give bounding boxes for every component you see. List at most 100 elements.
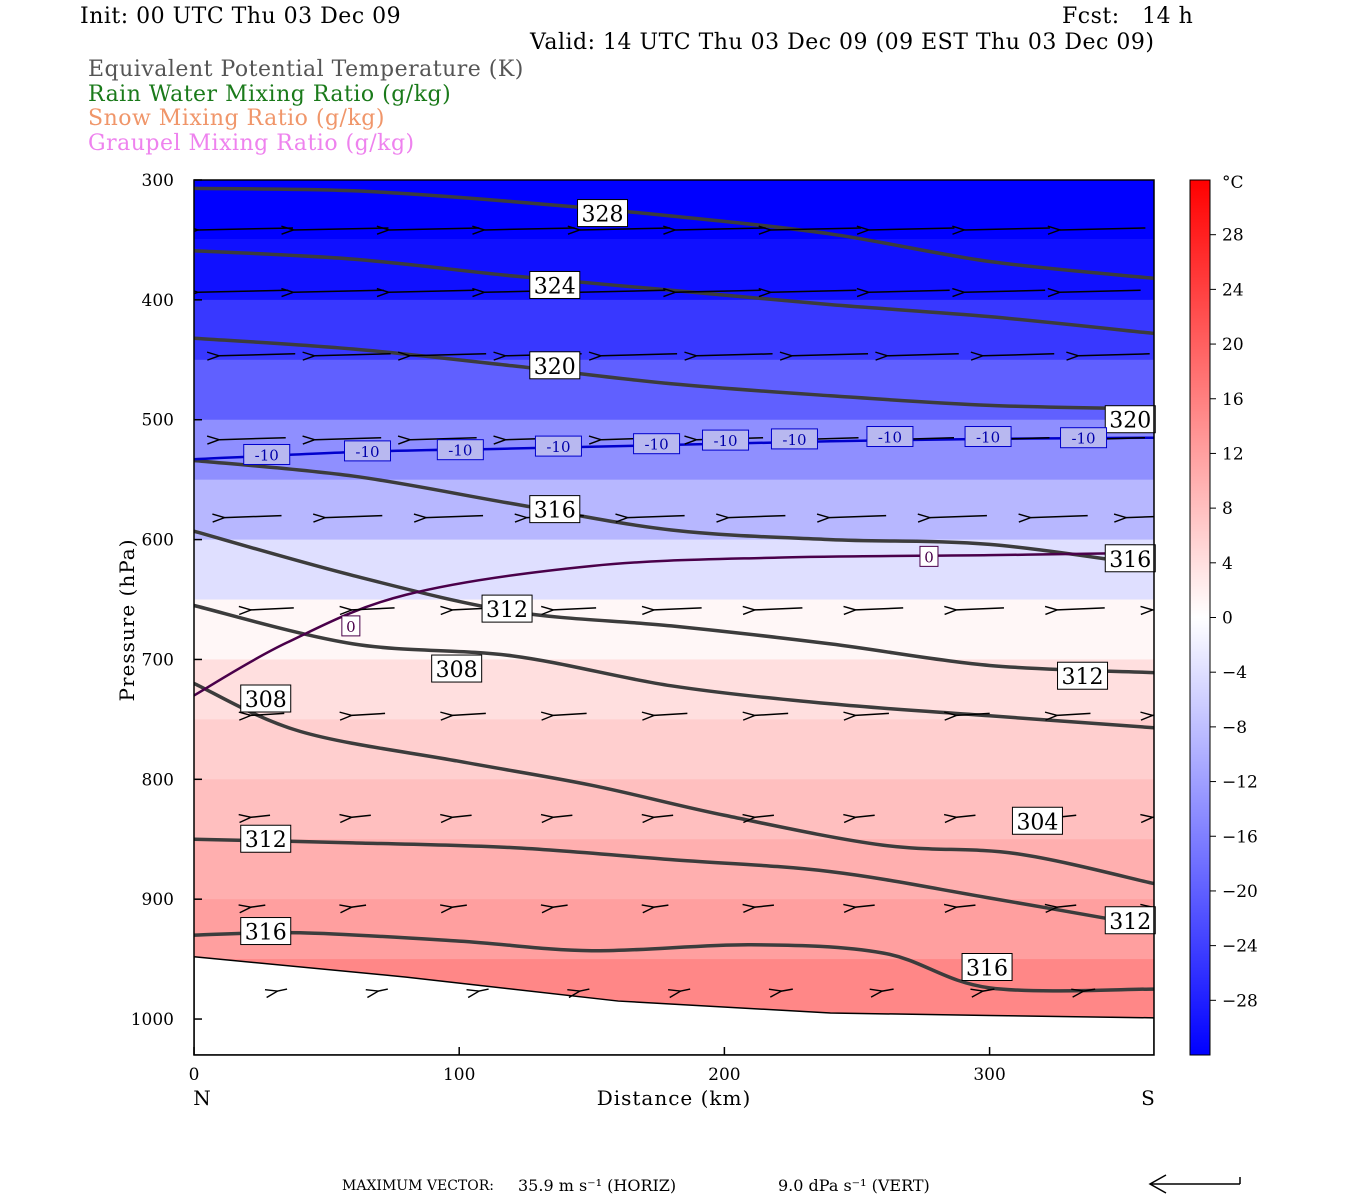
isotherm-label-box [1060,427,1108,449]
wind-vector [755,713,789,715]
axes: 300 400 500 600 700 800 900 1000 0 100 200 300 N S [131,171,1155,1110]
isotherm-label: -10 [878,429,902,447]
wind-vector [1084,988,1096,991]
theta-e-label-box [961,953,1013,981]
temperature-band [194,659,1154,722]
theta-e-contours [194,186,1154,993]
wind-vector [580,290,666,292]
wind-vector [580,228,671,230]
wind-vector [654,713,688,715]
temperature-band [194,719,1154,782]
wind-vector [198,290,289,292]
theta-e-label: 328 [582,203,624,228]
theta-e-label-box [1104,906,1156,935]
theta-e-contour-316 [194,458,1154,568]
reference-vector-icon [1148,1174,1241,1194]
wind-vector [1126,516,1154,518]
wind-vector [225,516,282,518]
wind-vector [856,905,875,907]
wind-vector [453,815,472,817]
temperature-band [194,299,1154,362]
wind-vector [278,988,288,991]
y-tick-label: 700 [142,650,174,670]
max-vector-label: MAXIMUM VECTOR: [342,1178,494,1194]
colorbar-tick-label: 16 [1222,390,1244,410]
colorbar-unit: °C [1222,173,1244,193]
theta-e-label-box [240,917,292,946]
wind-vector [251,608,294,610]
wind-vector [728,516,786,518]
wind-vector [315,438,382,440]
isotherm-label: -10 [782,431,806,449]
terrain-mask [194,955,1154,1055]
isotherm-label: -10 [713,432,737,450]
y-tick-label: 800 [142,770,174,790]
isotherm-label-box [436,439,484,461]
theta-e-contour-328 [194,186,1154,281]
wind-vector [888,354,959,356]
theta-e-label: 312 [1109,910,1151,935]
y-tick-label: 600 [142,531,174,551]
wind-vector [675,228,766,230]
temperature-band [194,479,1154,542]
wind-vector [553,815,573,817]
wind-vector [389,290,475,292]
field-label-theta-e: Equivalent Potential Temperature (K) [88,57,524,82]
wind-vector [792,354,869,356]
colorbar-tick-label: −4 [1222,663,1247,683]
temperature-shading [194,180,1154,1055]
wind-vector [601,354,678,356]
theta-e-label: 316 [1109,548,1151,573]
temperature-band [194,839,1154,902]
wind-vector [956,815,976,817]
wind-vector [389,228,480,230]
isotherm-label-box [341,615,361,637]
theta-e-label: 308 [245,688,287,713]
x-tick-label: 300 [973,1065,1005,1085]
wind-vector [352,608,395,610]
temperature-band [194,539,1154,602]
wind-vector [426,516,484,518]
wind-vector [856,713,889,715]
theta-e-contour-308 [194,603,1154,730]
wind-vector [251,713,285,715]
theta-e-label-box [529,270,581,299]
wind-vector [352,713,386,715]
wind-vector [1031,516,1088,518]
isotherm-label: -10 [448,442,472,460]
wind-vector [829,516,887,518]
isotherm-label: 0 [346,618,356,636]
wind-vector [956,713,990,715]
theta-e-label: 320 [534,355,576,380]
theta-e-label-box [1057,661,1109,690]
wind-vector [293,228,389,230]
wind-vector [956,905,976,907]
wind-vector [553,905,568,907]
theta-e-label-box [1104,405,1156,434]
x-end-label-south: S [1141,1086,1155,1110]
colorbar-tick-label: −16 [1222,827,1258,847]
theta-e-label-box [529,351,581,380]
x-tick-label: 0 [189,1065,200,1085]
theta-e-label-box [1104,544,1156,573]
forecast-hour: Fcst: 14 h [1062,4,1194,29]
theta-e-label: 324 [534,274,576,299]
colorbar-tick-label: −20 [1222,882,1258,902]
temperature-band [194,239,1154,302]
isotherm-label: 0 [924,548,934,566]
wind-vector [675,290,761,292]
theta-e-label-box [1011,806,1063,835]
wind-vector [1078,354,1150,356]
wind-vector [1057,608,1105,610]
wind-vector [251,815,271,817]
temperature-band [194,779,1154,842]
isotherm-label: -10 [1071,430,1095,448]
theta-e-label: 304 [1016,810,1058,835]
wind-vector [479,988,489,991]
wind-vector [1153,815,1154,817]
wind-vector [771,290,857,292]
wind-vector [553,608,597,610]
y-tick-label: 400 [142,291,174,311]
wind-vector [352,905,367,907]
